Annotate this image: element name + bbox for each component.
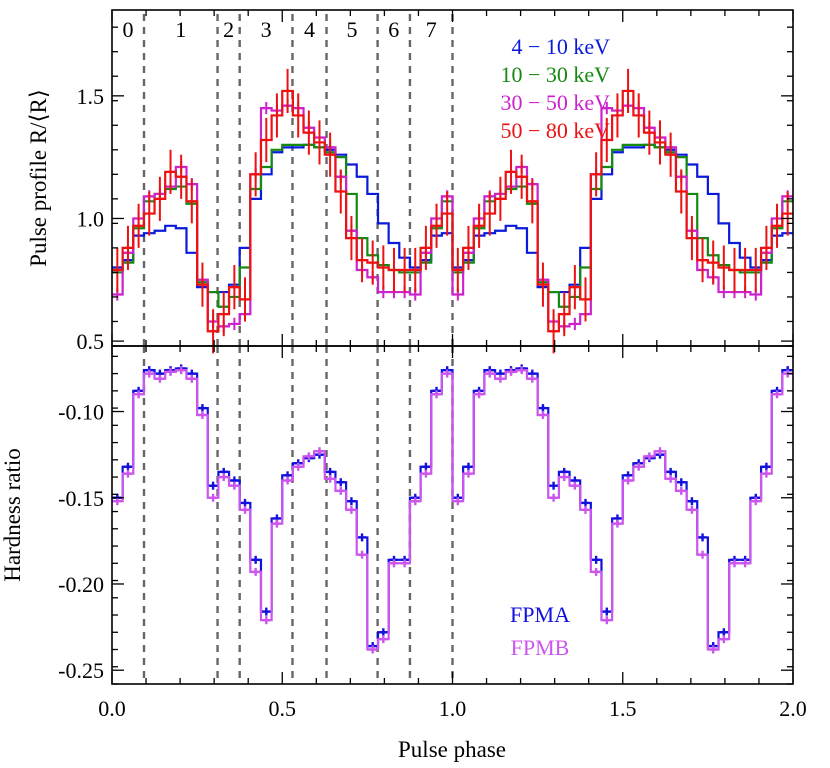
energy-band-legend: 4 − 10 keV 10 − 30 keV 30 − 50 keV 50 − 80 … (500, 34, 610, 143)
top-panel: 0 1 2 3 4 5 6 7 0.5 1.0 1.5 4 − 10 keV 10 − 30 keV… (26, 9, 794, 354)
bottom-ytick-label--0.20: -0.20 (58, 572, 104, 597)
phase-segment-label-4: 4 (304, 17, 315, 42)
bottom-plot-frame (111, 345, 794, 685)
bottom-ytick-label--0.15: -0.15 (58, 486, 104, 511)
bottom-panel: -0.10 -0.15 -0.20 -0.25 0.0 0.5 1.0 1.5 2.0 FPMA… (0, 345, 807, 762)
phase-segment-label-6: 6 (388, 17, 399, 42)
xtick-label-0.5: 0.5 (269, 696, 297, 721)
phase-segment-label-1: 1 (175, 17, 186, 42)
phase-segment-separators-bottom (142, 346, 454, 684)
legend-entry-0: 4 − 10 keV (511, 34, 610, 59)
bottom-axis-ticks: -0.10 -0.15 -0.20 -0.25 0.0 0.5 1.0 1.5 2.0 (58, 346, 807, 721)
legend-entry-3: 50 − 80 keV (500, 118, 610, 143)
phase-segment-label-7: 7 (426, 17, 437, 42)
top-plot-frame (111, 9, 794, 347)
x-axis-label: Pulse phase (398, 737, 506, 762)
detector-legend: FPMA FPMB (510, 602, 570, 660)
phase-segment-label-0: 0 (123, 17, 134, 42)
top-y-axis-label: Pulse profile R/⟨R⟩ (26, 89, 51, 267)
top-series-group (112, 68, 793, 354)
top-ytick-label-1.0: 1.0 (77, 206, 105, 231)
top-ytick-label-0.5: 0.5 (77, 329, 105, 354)
legend-entry-FPMB: FPMB (511, 635, 570, 660)
bottom-ytick-label--0.25: -0.25 (58, 658, 104, 683)
xtick-label-1.5: 1.5 (609, 696, 637, 721)
phase-segment-label-3: 3 (261, 17, 272, 42)
phase-segment-label-2: 2 (223, 17, 234, 42)
phase-segment-separators (142, 14, 454, 346)
top-ytick-label-1.5: 1.5 (77, 84, 105, 109)
phase-segment-label-5: 5 (347, 17, 358, 42)
bottom-ytick-label--0.10: -0.10 (58, 400, 104, 425)
bottom-y-axis-label: Hardness ratio (0, 448, 25, 582)
legend-entry-2: 30 − 50 keV (500, 90, 610, 115)
xtick-label-2.0: 2.0 (779, 696, 807, 721)
legend-entry-1: 10 − 30 keV (500, 62, 610, 87)
legend-entry-FPMA: FPMA (510, 602, 570, 627)
xtick-label-0.0: 0.0 (98, 696, 126, 721)
bottom-series-group (112, 364, 793, 654)
phase-segment-labels: 0 1 2 3 4 5 6 7 (123, 17, 437, 42)
xtick-label-1.0: 1.0 (439, 696, 467, 721)
